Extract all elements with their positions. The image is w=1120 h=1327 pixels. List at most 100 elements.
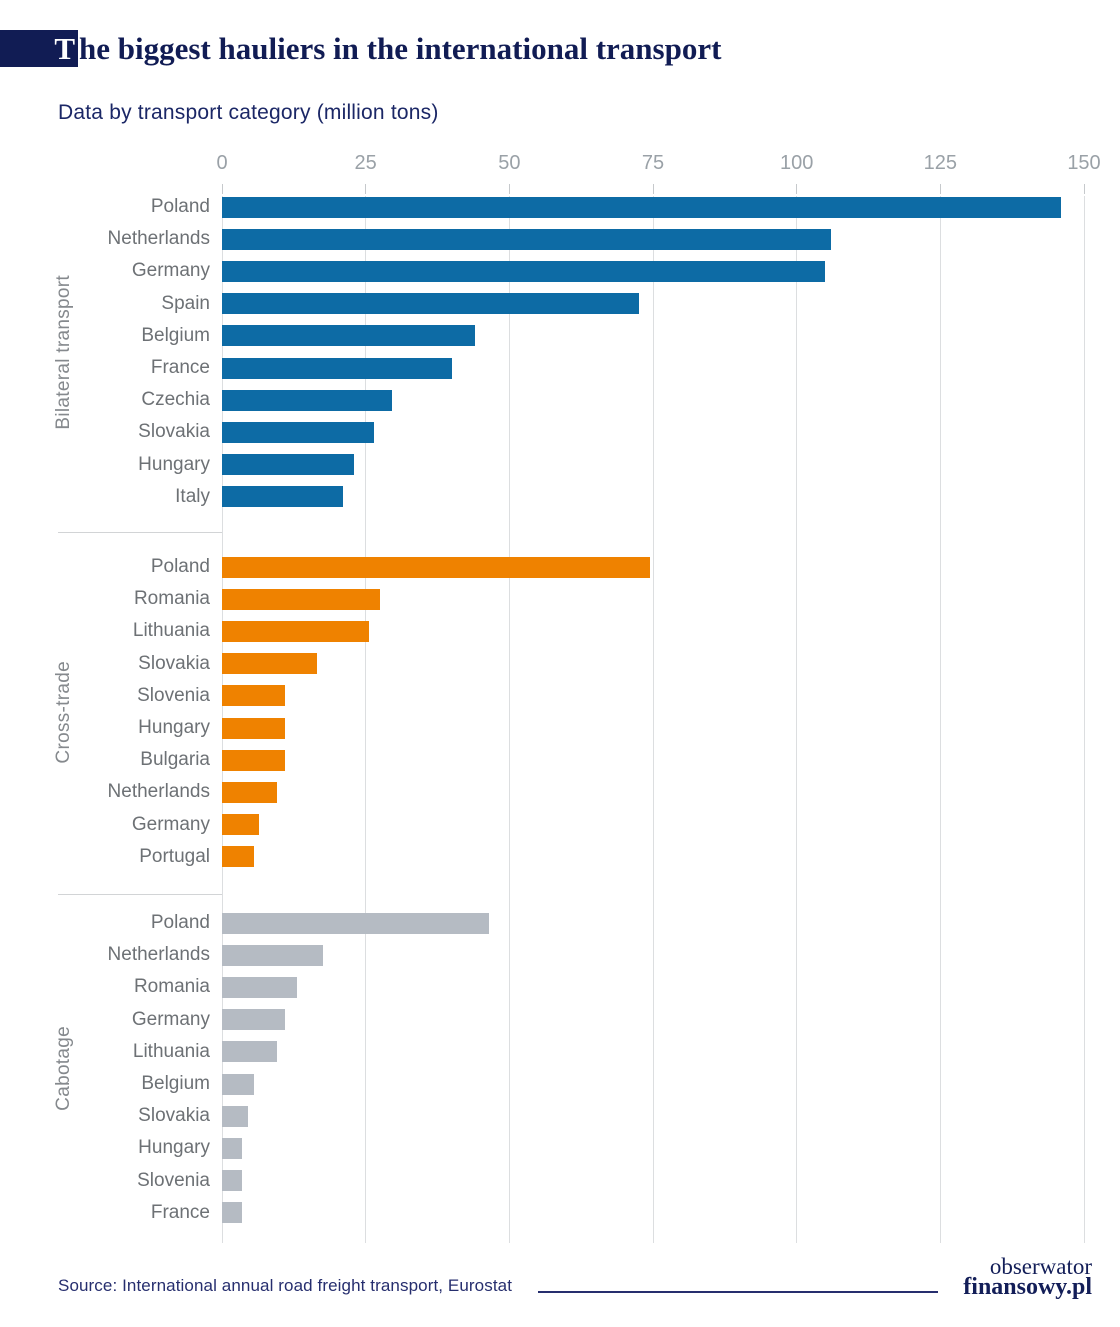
axis-tick-label: 0: [216, 152, 228, 174]
bar-row: Czechia: [0, 384, 1120, 416]
group-label-text: Bilateral transport: [53, 274, 74, 430]
axis-tick-label: 75: [641, 152, 665, 174]
category-label: France: [150, 1201, 210, 1223]
group-label: Cabotage: [52, 907, 76, 1229]
bar: [222, 556, 651, 578]
bar: [222, 1170, 243, 1192]
bar-row: Poland: [0, 551, 1120, 583]
gridline: [365, 196, 367, 1243]
category-label: Germany: [131, 813, 210, 835]
group-label: Bilateral transport: [52, 191, 76, 513]
bar: [222, 196, 1061, 218]
group-divider-line: [58, 894, 222, 895]
bar-row: Netherlands: [0, 776, 1120, 808]
category-label: Slovakia: [138, 652, 210, 674]
bar-row: Romania: [0, 583, 1120, 615]
bar: [222, 1137, 243, 1159]
bar: [222, 1105, 248, 1127]
bar-row: Germany: [0, 1004, 1120, 1036]
gridline: [1083, 196, 1085, 1243]
bar-row: France: [0, 352, 1120, 384]
bar: [222, 717, 286, 739]
gridline: [508, 196, 510, 1243]
category-label: Netherlands: [107, 944, 210, 966]
bar: [222, 260, 826, 282]
category-label: Slovenia: [137, 684, 210, 706]
bar: [222, 389, 392, 411]
category-label: Spain: [161, 292, 210, 314]
category-label: Slovenia: [137, 1169, 210, 1191]
bar-row: Bulgaria: [0, 744, 1120, 776]
gridline: [652, 196, 654, 1243]
axis-tick-mark: [221, 184, 223, 194]
category-label: France: [150, 357, 210, 379]
category-label: Hungary: [138, 717, 210, 739]
bar: [222, 653, 317, 675]
bar-row: Italy: [0, 481, 1120, 513]
bar: [222, 749, 286, 771]
axis-tick-mark: [365, 184, 367, 194]
title-text: he biggest hauliers in the international…: [79, 30, 722, 66]
bar-row: Hungary: [0, 712, 1120, 744]
title-first-letter: T: [54, 30, 75, 66]
bar: [222, 486, 343, 508]
group-label-text: Cross-trade: [53, 660, 74, 764]
bar: [222, 620, 369, 642]
group-label-text: Cabotage: [53, 1025, 74, 1111]
bar-row: Slovakia: [0, 648, 1120, 680]
chart-subtitle: Data by transport category (million tons…: [58, 101, 439, 124]
axis-tick-label: 100: [779, 152, 814, 174]
bar-row: Poland: [0, 191, 1120, 223]
logo-line-2: finansowy.pl: [963, 1274, 1092, 1300]
title-accent-block: T: [0, 30, 78, 67]
bar: [222, 325, 475, 347]
bar: [222, 814, 260, 836]
category-label: Portugal: [139, 845, 210, 867]
bar-row: Hungary: [0, 1132, 1120, 1164]
category-label: Belgium: [141, 1073, 210, 1095]
category-label: Netherlands: [107, 781, 210, 803]
category-label: Belgium: [141, 324, 210, 346]
bar-row: Slovenia: [0, 1165, 1120, 1197]
bar: [222, 228, 832, 250]
category-label: Hungary: [138, 1137, 210, 1159]
bar-row: Belgium: [0, 1068, 1120, 1100]
source-note: Source: International annual road freigh…: [58, 1276, 513, 1295]
bar: [222, 1202, 243, 1224]
category-label: Romania: [133, 976, 210, 998]
gridline: [939, 196, 941, 1243]
bar-row: Hungary: [0, 449, 1120, 481]
category-label: Germany: [131, 1008, 210, 1030]
axis-tick-mark: [796, 184, 798, 194]
bar: [222, 976, 297, 998]
category-label: Romania: [133, 588, 210, 610]
bar: [222, 781, 277, 803]
bar: [222, 846, 254, 868]
bar-row: Poland: [0, 907, 1120, 939]
bar-row: Spain: [0, 288, 1120, 320]
category-label: Czechia: [141, 389, 210, 411]
bar-row: Portugal: [0, 841, 1120, 873]
axis-tick-label: 25: [354, 152, 377, 174]
bar-row: Slovenia: [0, 680, 1120, 712]
footer-divider-line: [538, 1291, 938, 1293]
bar-row: France: [0, 1197, 1120, 1229]
publisher-logo: obserwator finansowy.pl: [963, 1255, 1092, 1300]
axis-tick-mark: [652, 184, 654, 194]
category-label: Poland: [150, 556, 210, 578]
category-label: Lithuania: [132, 1040, 210, 1062]
group-divider-line: [58, 532, 222, 533]
category-label: Poland: [150, 912, 210, 934]
category-label: Slovakia: [138, 1105, 210, 1127]
category-label: Germany: [131, 260, 210, 282]
axis-tick-label: 150: [1067, 152, 1101, 174]
bar: [222, 421, 375, 443]
bar-row: Slovakia: [0, 1100, 1120, 1132]
category-label: Netherlands: [107, 228, 210, 250]
category-label: Poland: [150, 196, 210, 218]
bar: [222, 357, 452, 379]
gridline: [796, 196, 798, 1243]
axis-tick-mark: [1083, 184, 1085, 194]
